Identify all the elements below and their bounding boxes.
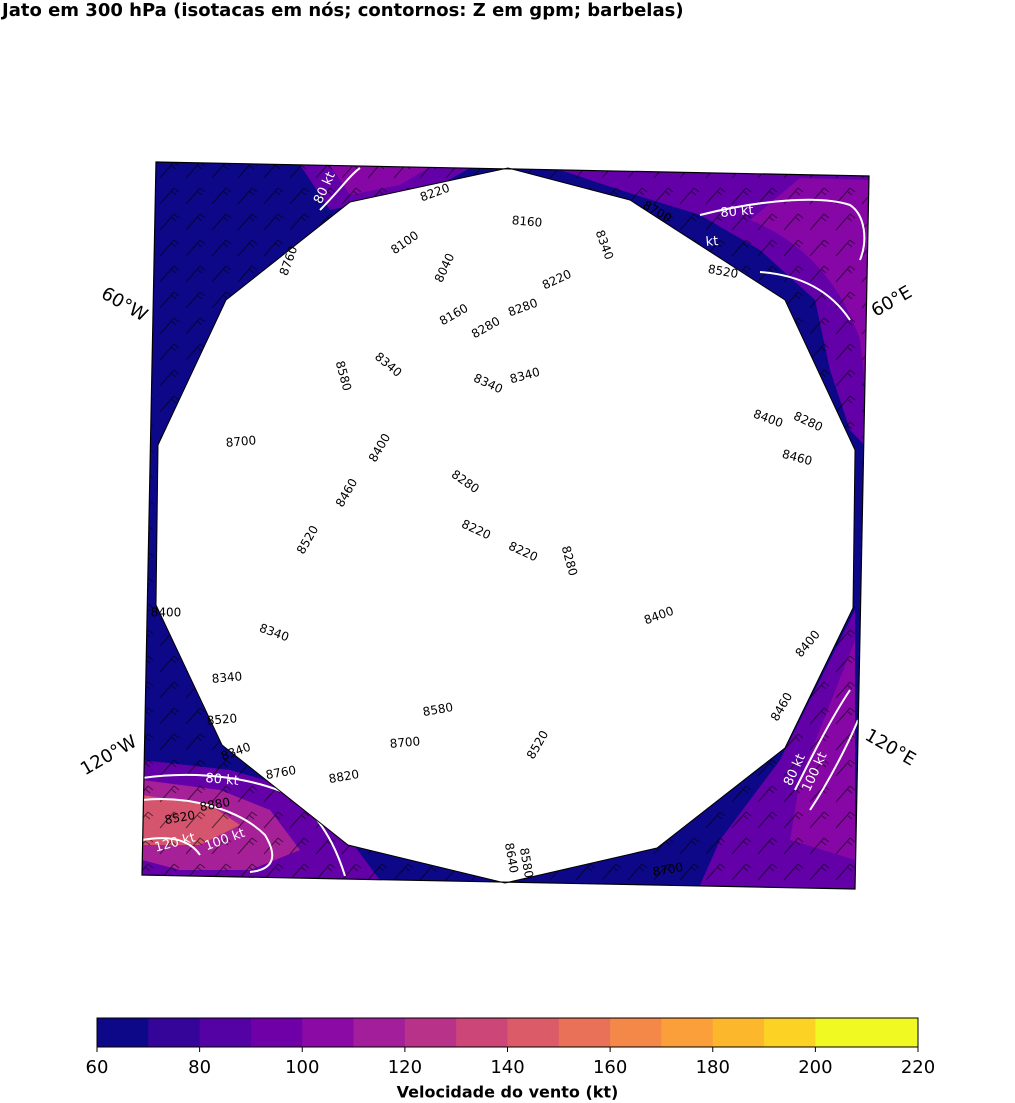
- colorbar-segment: [558, 1018, 611, 1047]
- height-contour-label: 8520: [164, 808, 197, 827]
- height-contour-label: 8700: [389, 734, 421, 751]
- colorbar-tick-label: 80: [188, 1057, 211, 1078]
- colorbar-tick-label: 160: [593, 1057, 627, 1078]
- colorbar-segment: [97, 1018, 149, 1047]
- height-contour-label: 8160: [511, 213, 543, 230]
- height-contour-label: 8880: [199, 795, 232, 814]
- colorbar-segment: [199, 1018, 252, 1047]
- colorbar-tick-label: 60: [86, 1057, 109, 1078]
- colorbar-segment: [661, 1018, 714, 1047]
- colorbar-segment: [302, 1018, 355, 1047]
- height-contour-label: 8520: [206, 711, 238, 728]
- colorbar-tick-label: 180: [696, 1057, 730, 1078]
- colorbar-segment: [404, 1018, 457, 1047]
- colorbar-segment: [610, 1018, 662, 1047]
- colorbar-tick-label: 220: [901, 1057, 935, 1078]
- height-contour-label: 8340: [211, 669, 243, 686]
- colorbar-tick-label: 200: [798, 1057, 832, 1078]
- colorbar: 60 80 100 120 140 160 180 200 220 Velocidade do v…: [86, 1017, 935, 1102]
- colorbar-tick-label: 100: [285, 1057, 319, 1078]
- isotach-label: 80 kt: [205, 771, 239, 789]
- colorbar-segment: [148, 1018, 201, 1047]
- height-contour-label: 8580: [517, 847, 536, 880]
- longitude-label: 120°W: [77, 731, 141, 780]
- colorbar-tick-label: 140: [490, 1057, 524, 1078]
- height-contour-label: 8520: [707, 262, 740, 281]
- colorbar-tick-label: 120: [388, 1057, 422, 1078]
- colorbar-segment: [866, 1018, 919, 1047]
- height-contour-label: 8820: [328, 767, 361, 786]
- height-contour-label: 8760: [265, 763, 298, 782]
- longitude-label: 120°E: [861, 725, 919, 771]
- masked-region: [155, 167, 856, 884]
- isotach-label: 80 kt: [720, 203, 754, 221]
- colorbar-segment: [764, 1018, 816, 1047]
- height-contour-label: 8580: [422, 700, 455, 719]
- height-contour-label: 8400: [151, 606, 182, 620]
- colorbar-segment: [712, 1018, 765, 1047]
- map-title: Jato em 300 hPa (isotacas em nós; contor…: [2, 0, 684, 21]
- colorbar-segment: [507, 1018, 560, 1047]
- longitude-label: 60°W: [97, 283, 151, 326]
- colorbar-segment: [353, 1018, 406, 1047]
- map-frame: [141, 161, 870, 890]
- height-contour-label: 8640: [502, 842, 521, 875]
- height-contour-label: 8700: [652, 860, 685, 879]
- colorbar-segment: [815, 1018, 868, 1047]
- colorbar-segment: [456, 1018, 508, 1047]
- height-contour-label: 8700: [225, 433, 257, 450]
- isotach-label: kt: [705, 234, 719, 250]
- colorbar-label: Velocidade do vento (kt): [397, 1083, 619, 1102]
- colorbar-segment: [250, 1018, 303, 1047]
- longitude-label: 60°E: [868, 282, 916, 322]
